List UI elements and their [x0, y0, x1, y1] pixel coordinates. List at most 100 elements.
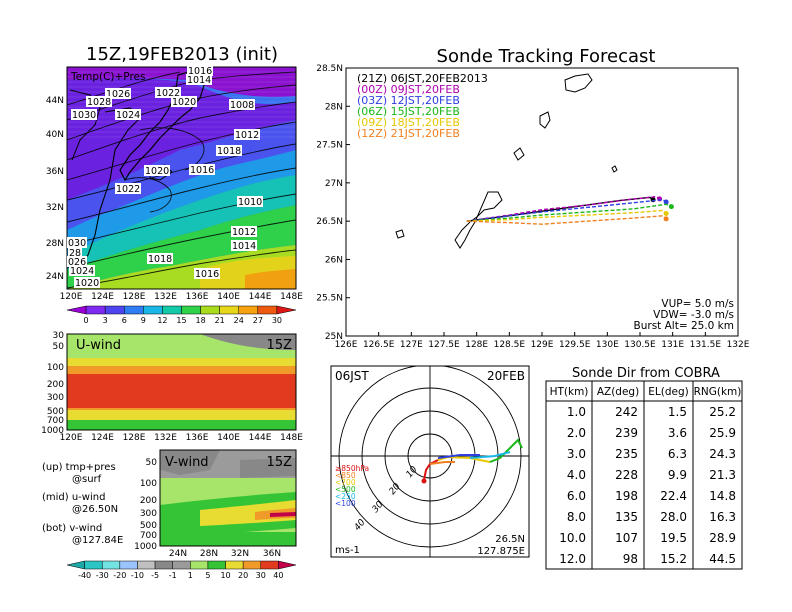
pressure-label: 1028 [87, 97, 111, 108]
map-lon-ticks: 120E 124E 128E 132E 136E 140E 144E 148E [60, 292, 304, 302]
pressure-label-bg [237, 196, 263, 207]
table-cell: 2.0 [567, 426, 586, 440]
track-lat-tick: 28.5N [316, 64, 343, 74]
pressure-label-bg [69, 265, 95, 276]
polar-legend-entry: <100 [335, 499, 356, 508]
v-wind-lat-tick: 28N [200, 549, 218, 559]
table-cell: 28.0 [660, 510, 687, 524]
wind-colorbar-label: 20 [238, 571, 248, 580]
u-wind-lon-tick: 128E [123, 433, 146, 443]
u-wind-lon-tick: 120E [60, 433, 83, 443]
note-mid-b: @26.50N [72, 504, 118, 515]
cobra-table: HT(km) AZ(deg) EL(deg) RNG(km) 1.0 242 1.5 25.2… [545, 380, 743, 570]
u-wind-lon-ticks: 120E 124E 128E 132E 136E 140E 144E 148E [60, 433, 304, 443]
track-lon-ticks: 126E 126.5E 127E 127.5E 128E 128.5E 129E 129.5E… [335, 332, 750, 350]
track-legend-entry: (06Z) 15JST,20FEB [357, 105, 460, 118]
wind-colorbar-swatch [278, 560, 297, 570]
pressure-label-bg [74, 277, 100, 288]
wind-colorbar-label: -5 [151, 571, 159, 580]
track-legend: (21Z) 06JST,20FEB2013(00Z) 09JST,20FEB(0… [357, 72, 488, 140]
temp-colorbar-label: 9 [141, 316, 146, 325]
pressure-label-bg [187, 65, 213, 76]
track-line [466, 198, 667, 222]
wind-colorbar-swatch [101, 560, 121, 570]
track-legend-entry: (12Z) 21JST,20FEB [357, 127, 460, 140]
track-lon-tick: 128E [465, 340, 488, 350]
u-wind-label: U-wind [76, 338, 121, 353]
pressure-label: 1008 [230, 100, 254, 111]
table-cell: 6.0 [567, 489, 586, 503]
pressure-label: 1010 [238, 197, 262, 208]
temp-colorbar-swatch [162, 305, 182, 315]
map-lat-tick: 28N [46, 239, 64, 249]
pressure-label: 1024 [116, 110, 140, 121]
pressure-label: 1016 [195, 269, 219, 280]
track-frame [345, 67, 739, 337]
temp-colorbar-swatch [66, 305, 87, 315]
track-legend-entry: (21Z) 06JST,20FEB2013 [357, 72, 488, 85]
u-wind-p-tick: 100 [47, 363, 64, 373]
track-lon-tick: 126.5E [363, 340, 395, 350]
track-lat-tick: 28N [325, 102, 343, 112]
table-cell: 6.3 [668, 447, 687, 461]
u-wind-lon-tick: 148E [280, 433, 303, 443]
pressure-label: 1020 [145, 166, 169, 177]
table-cell: 3.0 [567, 447, 586, 461]
wind-colorbar-label: -10 [131, 571, 144, 580]
map-lat-tick: 40N [46, 130, 64, 140]
track-lon-tick: 126E [335, 340, 358, 350]
map-lat-tick: 44N [46, 96, 64, 106]
map-lon-tick: 148E [280, 292, 303, 302]
track-line [466, 215, 667, 225]
wind-colorbar-label: 40 [273, 571, 283, 580]
table-cell: 14.8 [709, 489, 736, 503]
table-cell: 198 [615, 489, 638, 503]
track-lon-tick: 130E [596, 340, 619, 350]
polar-height-legend: ≥850hPa<850<700<500<250<100 [335, 464, 369, 508]
pressure-label: 1024 [70, 266, 94, 277]
track-line [466, 209, 667, 222]
pressure-label: 28 [69, 248, 81, 259]
temp-colorbar-label: 18 [195, 316, 205, 325]
u-wind-lon-tick: 140E [217, 433, 240, 443]
temp-colorbar-label: 21 [215, 316, 225, 325]
track-legend-entry: (00Z) 09JST,20FEB [357, 83, 460, 96]
temp-colorbar-label: 3 [103, 316, 108, 325]
pressure-label-bg [144, 165, 170, 176]
track-lon-tick: 129E [531, 340, 554, 350]
polar-unit: ms-1 [335, 545, 360, 556]
map-lat-ticks: 44N 40N 36N 32N 28N 24N [46, 96, 64, 282]
panel-notes: (up) tmp+pres @surf (mid) u-wind @26.50N… [42, 462, 123, 546]
hodograph [423, 438, 523, 481]
u-wind-p-tick: 300 [47, 393, 64, 403]
pressure-label: 1014 [232, 241, 256, 252]
track-lat-tick: 25.5N [316, 294, 343, 304]
pressure-label-bg [155, 87, 181, 98]
table-cell: 19.5 [660, 531, 687, 545]
map-label: Temp(C)+Pres [70, 71, 145, 83]
u-wind-p-tick: 30 [53, 331, 65, 341]
pressure-label: 1016 [188, 66, 212, 77]
wind-colorbar-swatch [154, 560, 173, 570]
v-wind-p-tick: 700 [140, 531, 157, 541]
pressure-label-bg [86, 96, 112, 107]
u-wind-lon-tick: 136E [186, 433, 209, 443]
v-wind-lat-ticks: 24N 28N 32N 36N [169, 549, 281, 559]
table-cell: 3.6 [668, 426, 687, 440]
wind-colorbar-label: 1 [188, 571, 193, 580]
u-wind-lon-tick: 144E [249, 433, 272, 443]
table-header: AZ(deg) [597, 386, 639, 398]
note-up-b: @surf [72, 474, 102, 485]
table-cell: 242 [615, 405, 638, 419]
table-cell: 25.2 [709, 405, 736, 419]
pressure-label: 1014 [187, 75, 211, 86]
track-legend-entry: (03Z) 12JST,20FEB [357, 94, 460, 107]
map-lon-tick: 128E [123, 292, 146, 302]
pressure-label-bg [231, 240, 257, 251]
wind-colorbar-swatch [260, 560, 279, 570]
temp-colorbar-label: 6 [122, 316, 127, 325]
table-cell: 10.0 [559, 531, 586, 545]
track-params: VUP= 5.0 m/s VDW= -3.0 m/s Burst Alt= 25… [634, 298, 734, 332]
